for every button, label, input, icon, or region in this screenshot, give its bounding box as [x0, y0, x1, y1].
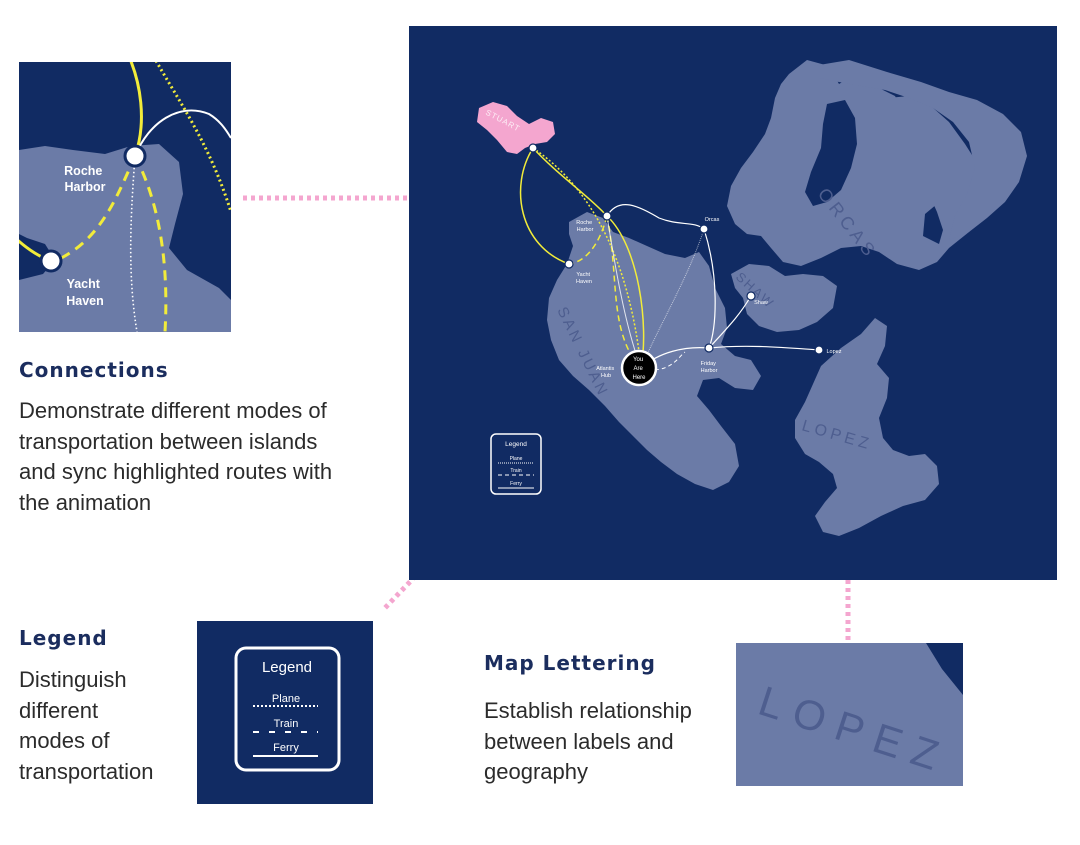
lettering-detail: LOPEZ: [736, 643, 963, 786]
island-orcas-east: [813, 60, 1027, 240]
map-legend-title: Legend: [505, 441, 527, 448]
legend-line: modes of: [19, 728, 110, 753]
lettering-line: Establish relationship: [484, 698, 692, 723]
map-legend: Legend Plane Train Ferry: [490, 433, 542, 495]
stop-label-lopez: Lopez: [827, 349, 842, 355]
map-legend-ferry: Ferry: [510, 481, 522, 487]
stop-orcas: [699, 224, 709, 234]
legend-description: Distinguish different modes of transport…: [19, 665, 189, 787]
connections-line: transportation between islands: [19, 428, 318, 454]
you-are-here-label: You Are Here: [632, 357, 646, 381]
stop-label-shaw: Shaw: [754, 300, 768, 306]
connections-heading: Connections: [19, 358, 169, 382]
stop-label-roche-harbor: Roche Harbor: [576, 220, 593, 233]
detail-label-yacht-haven: Yacht Haven: [66, 277, 104, 308]
connections-line: and sync highlighted routes with: [19, 459, 333, 484]
island-stuart: [477, 102, 555, 154]
legend-detail-ferry: Ferry: [273, 742, 299, 754]
stop-label-orcas: Orcas: [705, 217, 720, 223]
legend-detail: Legend Plane Train Ferry: [197, 621, 373, 804]
detail-stop-yacht-haven: [39, 249, 63, 273]
lettering-line: between labels and: [484, 728, 674, 754]
you-are-here-marker: [620, 349, 658, 387]
route-plane-1: [532, 147, 642, 369]
stop-yacht-haven: [564, 259, 574, 269]
stop-label-friday-harbor: Friday Harbor: [701, 361, 718, 374]
lettering-line: geography: [484, 759, 588, 784]
stop-label-yacht-haven: Yacht Haven: [576, 272, 592, 285]
legend-detail-train: Train: [274, 718, 299, 730]
legend-heading: Legend: [19, 626, 108, 650]
stop-shaw: [746, 291, 756, 301]
stop-label-atlantis-hub: Atlantis Hub: [596, 366, 616, 379]
stop-roche-harbor: [602, 211, 612, 221]
island-san-juan: [547, 212, 761, 490]
route-ferry-8: [640, 351, 686, 371]
map-legend-train: Train: [510, 468, 521, 474]
route-yellow-1: [519, 147, 570, 265]
connections-line: the animation: [19, 489, 152, 515]
detail-label-roche-harbor: Roche Harbor: [64, 164, 106, 194]
connections-description: Demonstrate different modes of transport…: [19, 396, 389, 518]
connections-line: Demonstrate different modes of: [19, 398, 327, 423]
legend-line: transportation: [19, 758, 154, 784]
stop-stuart: [528, 143, 538, 153]
legend-detail-plane: Plane: [272, 693, 300, 705]
route-ferry-1: [606, 204, 705, 230]
island-orcas: [727, 60, 985, 270]
lettering-heading: Map Lettering: [484, 651, 656, 675]
island-shaw: [731, 264, 837, 332]
legend-line: different: [19, 697, 99, 723]
stop-lopez: [814, 345, 824, 355]
legend-line: Distinguish: [19, 667, 127, 692]
route-ferry-2: [703, 228, 716, 349]
route-ferry-3: [708, 295, 752, 349]
connections-detail: Roche Harbor Yacht Haven: [19, 62, 231, 332]
stop-friday-harbor: [704, 343, 714, 353]
route-yellow-2: [532, 147, 608, 217]
detail-stop-roche-harbor: [123, 144, 147, 168]
map-legend-plane: Plane: [510, 456, 523, 462]
lettering-description: Establish relationship between labels an…: [484, 696, 724, 788]
legend-detail-title: Legend: [262, 659, 312, 676]
route-ferry-4: [708, 345, 820, 351]
island-map: ORCAS SHAW SAN JUAN LOPEZ STUART Roche H…: [409, 26, 1057, 580]
island-lopez: [795, 318, 939, 536]
